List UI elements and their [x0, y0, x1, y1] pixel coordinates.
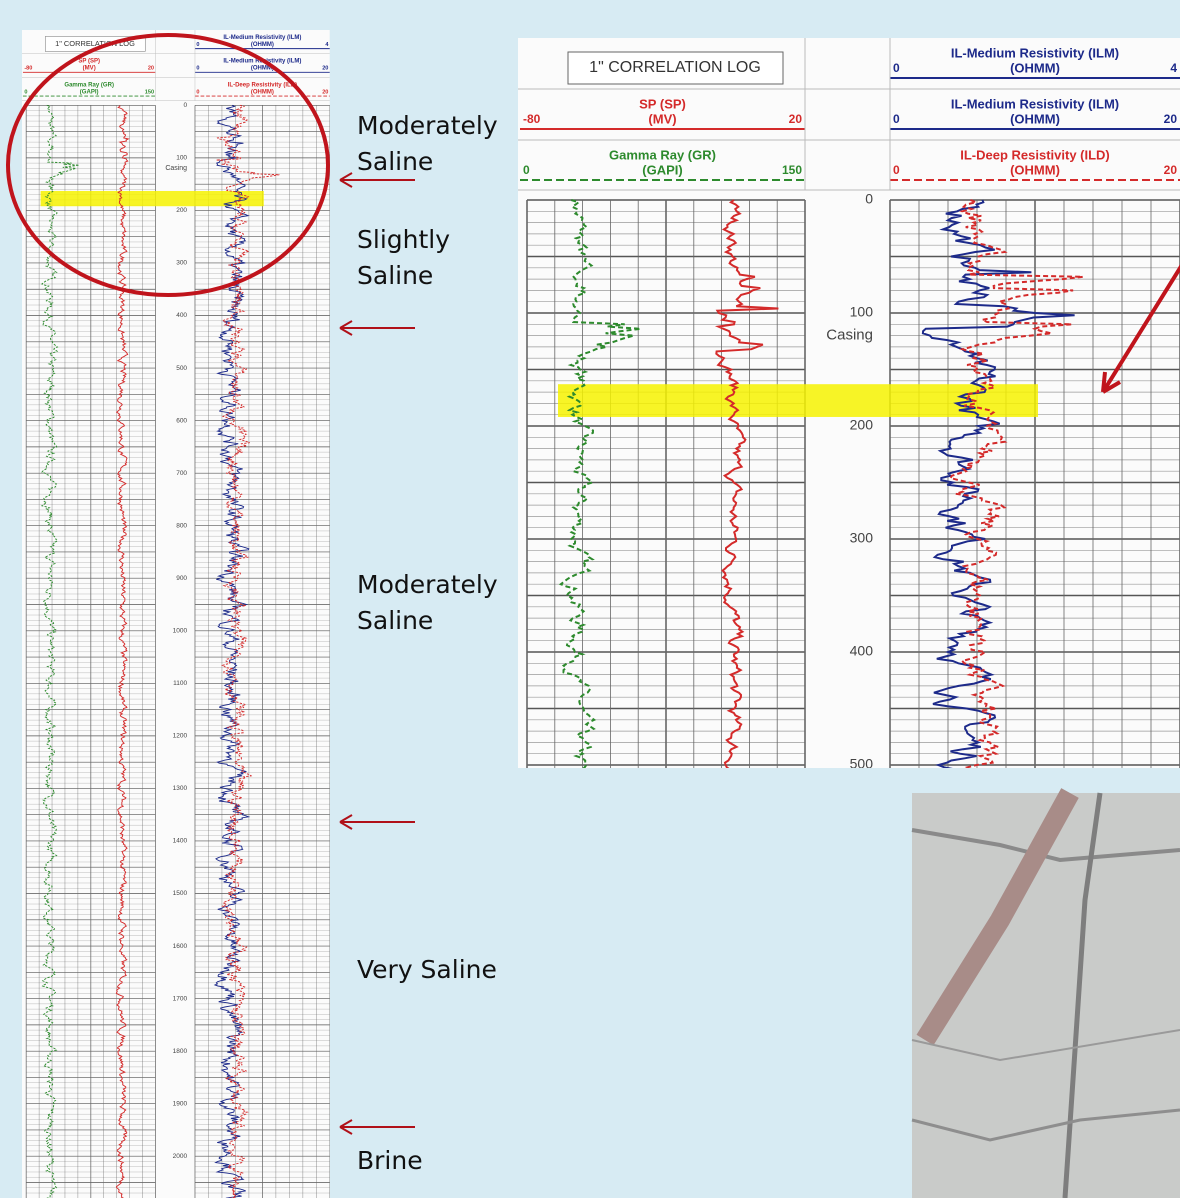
curve-name: IL-Deep Resistivity (ILD)	[960, 147, 1110, 162]
annotation: Moderately Saline	[357, 108, 517, 180]
depth-label: 0	[865, 191, 873, 207]
curve-unit: (OHMM)	[251, 42, 274, 48]
depth-label: 1300	[173, 785, 188, 792]
depth-label: 1600	[173, 943, 188, 950]
log-title: 1" CORRELATION LOG	[589, 59, 761, 76]
scale-min: -80	[24, 66, 32, 72]
scale-min: -80	[523, 112, 541, 126]
scale-max: 20	[322, 66, 328, 72]
depth-label: 0	[183, 102, 187, 109]
annotation: Slightly Saline	[357, 222, 517, 294]
scale-max: 20	[148, 66, 154, 72]
depth-label: 1500	[173, 890, 188, 897]
scale-min: 0	[196, 66, 199, 72]
scale-min: 0	[523, 163, 530, 177]
curve-unit: (MV)	[648, 111, 676, 126]
curve-unit: (OHMM)	[251, 89, 274, 95]
curve-unit: (OHMM)	[1010, 60, 1060, 75]
curve-unit: (GAPI)	[642, 162, 682, 177]
curve-name: IL-Deep Resistivity (ILD)	[228, 82, 297, 88]
casing-label: Casing	[165, 165, 187, 172]
curve-unit: (GAPI)	[80, 89, 99, 95]
arrows	[340, 173, 415, 1134]
depth-label: 400	[176, 312, 187, 319]
depth-label: 1200	[173, 733, 188, 740]
depth-label: 800	[176, 522, 187, 529]
arrow	[340, 1120, 415, 1134]
curve-name: SP (SP)	[78, 59, 100, 65]
scale-max: 20	[1164, 163, 1178, 177]
slide: 1" CORRELATION LOGSP (SP)(MV)-8020Gamma …	[0, 0, 1180, 1198]
depth-label: 700	[176, 470, 187, 477]
curve-name: IL-Medium Resistivity (ILM)	[223, 35, 301, 41]
curve-unit: (OHMM)	[1010, 162, 1060, 177]
depth-label: 200	[176, 207, 187, 214]
annotation: Moderately Saline	[357, 567, 517, 639]
scale-max: 150	[782, 163, 802, 177]
depth-label: 900	[176, 575, 187, 582]
casing-label: Casing	[826, 327, 873, 344]
map-image	[912, 793, 1180, 1198]
depth-label: 500	[176, 365, 187, 372]
depth-label: 2000	[173, 1153, 188, 1160]
depth-label: 100	[850, 304, 874, 320]
depth-label: 1000	[173, 627, 188, 634]
depth-label: 300	[850, 530, 874, 546]
scale-min: 0	[893, 61, 900, 75]
scale-max: 20	[789, 112, 803, 126]
depth-label: 200	[850, 417, 874, 433]
curve-name: IL-Medium Resistivity (ILM)	[951, 45, 1119, 60]
depth-label: 300	[176, 260, 187, 267]
depth-label: 100	[176, 155, 187, 162]
depth-label: 1700	[173, 995, 188, 1002]
arrow	[340, 321, 415, 335]
depth-label: 1100	[173, 680, 187, 687]
scale-min: 0	[893, 163, 900, 177]
curve-name: SP (SP)	[639, 96, 686, 111]
curve-unit: (OHMM)	[1010, 111, 1060, 126]
scale-min: 0	[196, 42, 199, 48]
depth-label: 1900	[173, 1100, 188, 1107]
zoomed-log: 1" CORRELATION LOG SP (SP)(MV) -80 20 Gamma …	[518, 38, 1180, 788]
highlight-band	[41, 191, 264, 206]
depth-label: 1400	[173, 838, 188, 845]
scale-max: 20	[1164, 112, 1178, 126]
arrow	[340, 815, 415, 829]
depth-label: 1800	[173, 1048, 188, 1055]
scale-max: 4	[1170, 61, 1177, 75]
scale-max: 20	[322, 89, 328, 95]
depth-label: 400	[850, 643, 874, 659]
slide-art: 1" CORRELATION LOGSP (SP)(MV)-8020Gamma …	[0, 0, 1180, 1198]
curve-name: Gamma Ray (GR)	[64, 82, 114, 88]
annotation: Brine	[357, 1143, 517, 1179]
scale-max: 150	[145, 89, 154, 95]
scale-min: 0	[196, 89, 199, 95]
curve-name: Gamma Ray (GR)	[609, 147, 716, 162]
curve-name: IL-Medium Resistivity (ILM)	[951, 96, 1119, 111]
depth-label: 500	[850, 756, 874, 772]
annotation: Very Saline	[357, 952, 517, 988]
scale-min: 0	[24, 89, 27, 95]
depth-label: 600	[176, 417, 187, 424]
curve-unit: (MV)	[83, 66, 96, 72]
scale-min: 0	[893, 112, 900, 126]
